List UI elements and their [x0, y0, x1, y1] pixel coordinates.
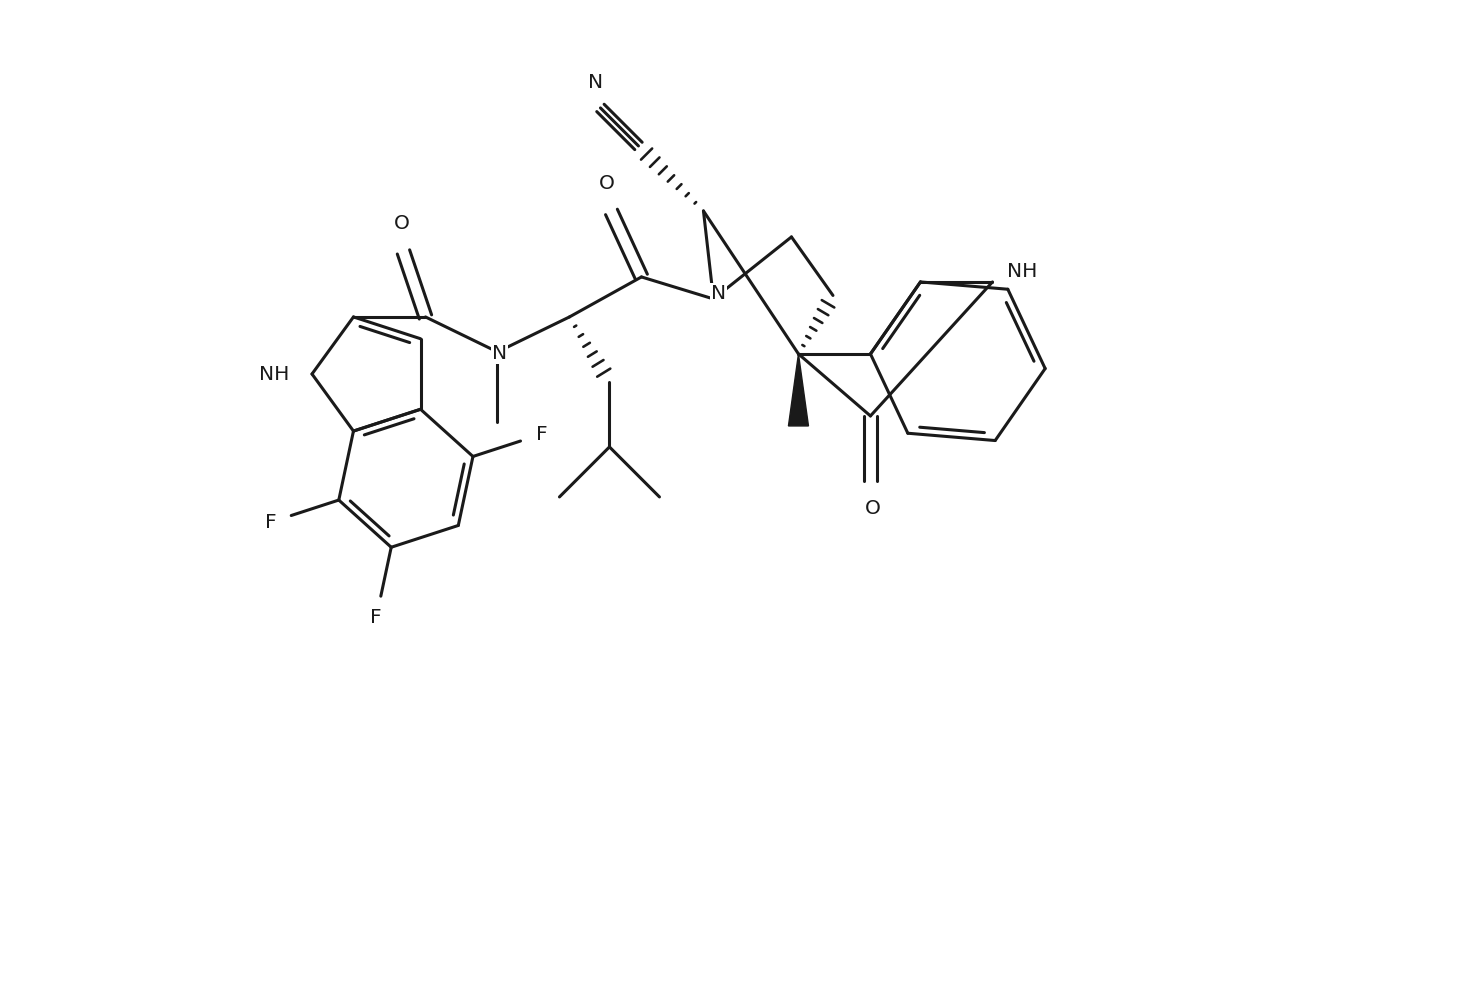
Text: N: N [711, 284, 726, 303]
Text: O: O [599, 174, 614, 194]
Text: F: F [265, 513, 277, 531]
Polygon shape [789, 354, 808, 426]
Text: O: O [864, 500, 880, 519]
Text: F: F [371, 608, 383, 627]
Text: N: N [587, 74, 604, 92]
Text: NH: NH [259, 364, 289, 384]
Text: F: F [536, 425, 548, 444]
Text: N: N [492, 344, 506, 363]
Text: O: O [393, 215, 409, 233]
Text: NH: NH [1007, 263, 1038, 281]
